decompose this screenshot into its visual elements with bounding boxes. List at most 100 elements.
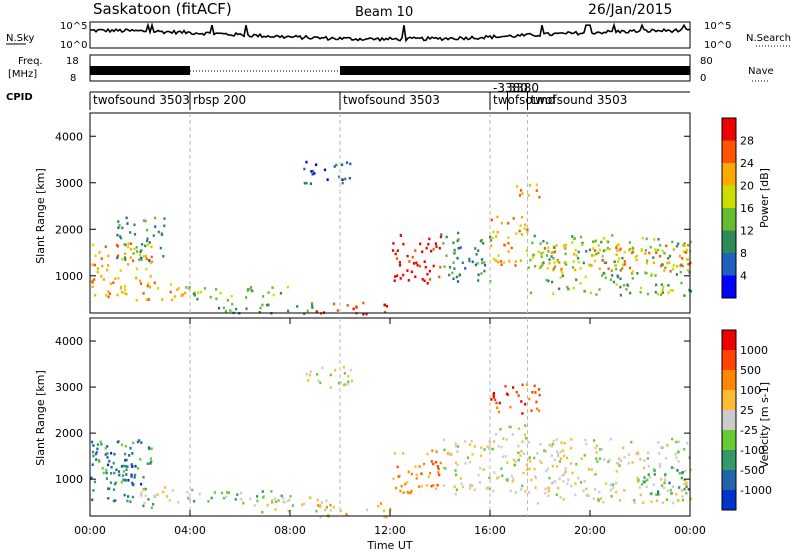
velocity-cell xyxy=(396,465,399,469)
velocity-cell xyxy=(534,391,537,394)
velocity-cell xyxy=(113,452,116,456)
velocity-cell xyxy=(140,491,143,494)
power-cell xyxy=(525,249,528,252)
velocity-cell xyxy=(393,452,396,455)
power-cell xyxy=(435,245,438,248)
power-cell xyxy=(552,268,555,272)
power-cell xyxy=(310,170,313,173)
velocity-cell xyxy=(641,480,644,483)
velocity-cell xyxy=(309,496,312,500)
x-tick-label: 04:00 xyxy=(174,524,206,537)
power-cell xyxy=(130,242,133,245)
power-cell xyxy=(617,243,620,246)
velocity-cell xyxy=(456,450,459,453)
velocity-cell xyxy=(110,472,113,475)
velocity-colorbar-label: Velocity [m s-1] xyxy=(758,382,771,468)
power-cell xyxy=(648,251,651,255)
velocity-cell xyxy=(240,498,243,501)
power-cell xyxy=(272,293,275,297)
power-cell xyxy=(548,262,551,265)
velocity-cell xyxy=(415,477,418,480)
velocity-cell xyxy=(595,451,598,454)
power-cell xyxy=(477,249,480,252)
power-cell xyxy=(566,285,569,289)
power-cell xyxy=(96,270,99,274)
power-cell xyxy=(479,239,482,243)
velocity-colorbar-swatch xyxy=(722,390,736,410)
velocity-cell xyxy=(501,455,505,458)
power-cell xyxy=(341,163,344,166)
power-cell xyxy=(667,291,670,294)
power-cell xyxy=(341,178,344,181)
velocity-cell xyxy=(106,445,109,448)
velocity-cell xyxy=(144,487,147,491)
velocity-cell xyxy=(486,486,489,489)
power-cell xyxy=(396,274,399,277)
velocity-cell xyxy=(305,373,308,376)
velocity-cell xyxy=(466,456,470,460)
velocity-cell xyxy=(115,468,118,472)
power-cell xyxy=(497,254,500,257)
velocity-cell xyxy=(555,450,559,453)
power-cell xyxy=(261,303,264,307)
power-cell xyxy=(197,291,200,294)
power-cell xyxy=(148,241,151,244)
velocity-cell xyxy=(455,473,458,477)
power-cell xyxy=(540,262,543,266)
velocity-cell xyxy=(505,392,508,396)
power-cell xyxy=(126,222,129,225)
power-cell xyxy=(628,241,631,244)
velocity-cell xyxy=(319,515,322,519)
velocity-cell xyxy=(594,473,597,476)
power-cell xyxy=(408,260,411,263)
velocity-cell xyxy=(131,465,134,468)
power-cell xyxy=(102,278,105,281)
power-heatmap-cells xyxy=(90,160,693,316)
velocity-cell xyxy=(122,470,125,473)
power-cell xyxy=(432,264,435,268)
velocity-cell xyxy=(636,450,640,454)
velocity-cell xyxy=(574,482,577,485)
power-cell xyxy=(601,259,604,262)
velocity-cell xyxy=(528,456,531,459)
power-cell xyxy=(104,294,108,297)
power-cell xyxy=(628,248,631,252)
velocity-cell xyxy=(585,442,588,446)
power-cell xyxy=(577,260,580,264)
velocity-cell xyxy=(643,459,646,462)
power-cell xyxy=(555,244,558,247)
power-cell xyxy=(631,272,634,275)
velocity-cell xyxy=(523,433,526,437)
power-cell xyxy=(119,269,122,272)
power-cell xyxy=(590,264,593,267)
power-cell xyxy=(668,261,671,265)
power-cell xyxy=(477,273,480,277)
velocity-cell xyxy=(156,493,159,497)
power-cell xyxy=(547,250,550,253)
velocity-cell xyxy=(668,481,671,485)
power-cell xyxy=(661,291,664,294)
power-cell xyxy=(439,235,442,239)
power-cell xyxy=(545,254,549,257)
velocity-cell xyxy=(123,493,126,497)
power-cell xyxy=(144,219,147,223)
power-cell xyxy=(640,248,643,251)
power-cell xyxy=(553,246,556,249)
power-cell xyxy=(163,217,166,220)
velocity-cell xyxy=(540,461,543,465)
power-cell xyxy=(249,288,252,291)
power-cell xyxy=(563,246,566,249)
velocity-cell xyxy=(454,444,457,448)
velocity-cell xyxy=(570,438,573,441)
power-cell xyxy=(659,254,662,258)
power-cell xyxy=(392,242,395,245)
velocity-cell xyxy=(522,471,525,475)
power-cell xyxy=(464,267,467,270)
velocity-cell xyxy=(672,501,675,505)
velocity-cell xyxy=(623,456,626,459)
power-cell xyxy=(407,279,410,282)
power-cell xyxy=(414,275,417,278)
power-cell xyxy=(259,306,262,310)
velocity-cell xyxy=(108,459,111,463)
velocity-cell xyxy=(225,495,228,499)
